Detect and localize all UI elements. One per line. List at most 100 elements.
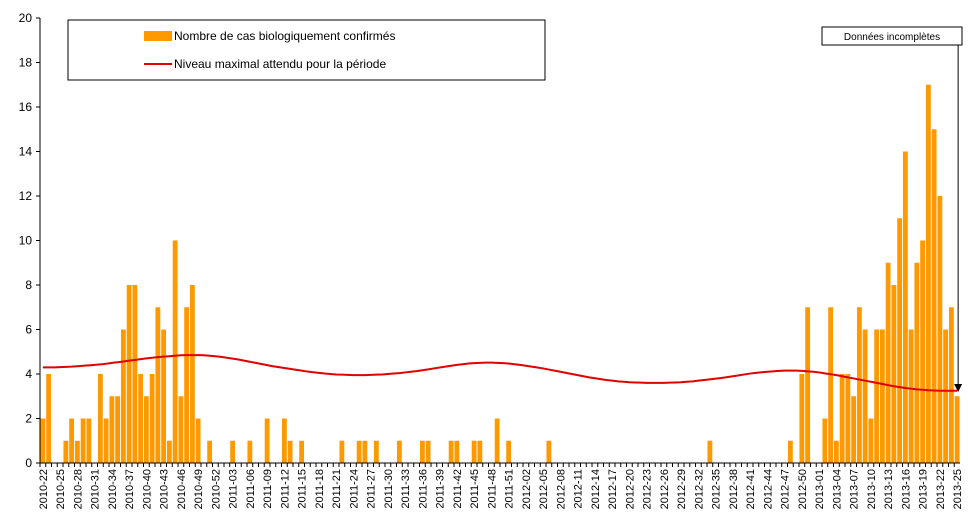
bar xyxy=(161,329,167,463)
line xyxy=(42,354,958,392)
bar xyxy=(839,374,845,463)
x-tick-label: 2011-33 xyxy=(400,469,412,509)
bar xyxy=(356,440,362,463)
bar xyxy=(891,285,897,463)
bar xyxy=(74,440,80,463)
x-tick-label: 2012-47 xyxy=(780,469,792,509)
bar xyxy=(419,440,425,463)
x-tick-label: 2010-37 xyxy=(124,469,136,509)
x-tick-label: 2012-08 xyxy=(555,469,567,509)
y-tick-label: 0 xyxy=(25,456,32,470)
bar xyxy=(822,418,828,463)
x-tick-label: 2012-29 xyxy=(676,469,688,509)
bar xyxy=(954,396,960,463)
x-tick-label: 2010-49 xyxy=(193,469,205,509)
x-tick-label: 2011-39 xyxy=(435,469,447,509)
bar xyxy=(862,329,868,463)
bar xyxy=(69,418,75,463)
bar xyxy=(281,418,287,463)
bar xyxy=(373,440,379,463)
bar xyxy=(874,329,880,463)
x-tick-label: 2011-09 xyxy=(262,469,274,509)
bar xyxy=(920,240,926,463)
x-tick-label: 2010-46 xyxy=(176,469,188,509)
bar xyxy=(506,440,512,463)
bar xyxy=(707,440,713,463)
x-tick-label: 2011-15 xyxy=(297,469,309,509)
x-tick-label: 2010-52 xyxy=(210,469,222,509)
bar xyxy=(868,418,874,463)
x-tick-label: 2012-14 xyxy=(590,469,602,509)
bar xyxy=(97,374,103,463)
bar xyxy=(856,307,862,463)
bar xyxy=(86,418,92,463)
x-tick-label: 2013-07 xyxy=(849,469,861,509)
bar xyxy=(833,440,839,463)
bar xyxy=(115,396,121,463)
bar xyxy=(937,196,943,463)
x-tick-label: 2011-12 xyxy=(279,469,291,509)
bar xyxy=(339,440,345,463)
bar xyxy=(914,262,920,463)
x-tick-label: 2010-43 xyxy=(159,469,171,509)
bar xyxy=(143,396,149,463)
bar xyxy=(828,307,834,463)
x-tick-label: 2012-38 xyxy=(728,469,740,509)
bar xyxy=(879,329,885,463)
bar xyxy=(207,440,213,463)
x-tick-label: 2012-35 xyxy=(711,469,723,509)
x-tick-label: 2011-27 xyxy=(366,469,378,509)
y-tick-label: 2 xyxy=(25,412,32,426)
bar xyxy=(299,440,305,463)
bar xyxy=(132,285,138,463)
x-tick-label: 2011-42 xyxy=(452,469,464,509)
bar xyxy=(477,440,483,463)
bar xyxy=(264,418,270,463)
y-tick-label: 8 xyxy=(25,278,32,292)
x-tick-label: 2010-31 xyxy=(90,469,102,509)
x-tick-label: 2013-16 xyxy=(900,469,912,509)
bar xyxy=(230,440,236,463)
bar xyxy=(189,285,195,463)
x-tick-label: 2012-20 xyxy=(624,469,636,509)
x-tick-label: 2013-04 xyxy=(831,469,843,509)
x-tick-label: 2012-44 xyxy=(762,469,774,509)
y-tick-label: 14 xyxy=(19,145,33,159)
bar xyxy=(138,374,144,463)
annotation-arrowhead xyxy=(954,384,963,392)
x-tick-label: 2013-25 xyxy=(952,469,964,509)
legend-box xyxy=(67,19,546,81)
x-tick-label: 2011-36 xyxy=(417,469,429,509)
bar xyxy=(925,84,931,463)
bar xyxy=(155,307,161,463)
x-tick-label: 2010-22 xyxy=(38,469,50,509)
x-tick-label: 2011-24 xyxy=(348,469,360,509)
x-tick-label: 2011-03 xyxy=(228,469,240,509)
bar xyxy=(247,440,253,463)
x-tick-label: 2011-06 xyxy=(245,469,257,509)
bar xyxy=(897,218,903,463)
bar xyxy=(120,329,126,463)
bar xyxy=(799,374,805,463)
y-tick-label: 16 xyxy=(19,100,33,114)
y-tick-label: 12 xyxy=(19,189,33,203)
x-tick-label: 2012-23 xyxy=(642,469,654,509)
x-tick-label: 2012-32 xyxy=(693,469,705,509)
bar xyxy=(362,440,368,463)
x-tick-label: 2012-05 xyxy=(538,469,550,509)
x-tick-label: 2010-40 xyxy=(141,469,153,509)
bar xyxy=(931,129,937,463)
bar xyxy=(396,440,402,463)
x-tick-label: 2012-41 xyxy=(745,469,757,509)
x-tick-label: 2010-28 xyxy=(72,469,84,509)
bar xyxy=(40,418,46,463)
bar xyxy=(948,307,954,463)
bar xyxy=(195,418,201,463)
bar xyxy=(126,285,132,463)
legend-label: Niveau maximal attendu pour la période xyxy=(174,57,386,71)
y-tick-label: 20 xyxy=(19,11,33,25)
bar xyxy=(943,329,949,463)
bar xyxy=(805,307,811,463)
